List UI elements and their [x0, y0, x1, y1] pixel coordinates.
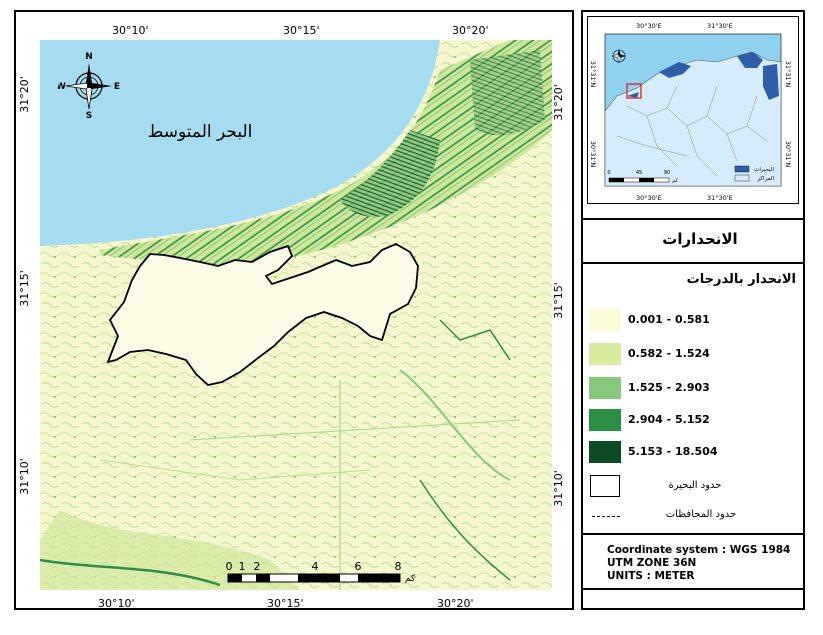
legend-label-2: 0.582 - 1.524	[628, 347, 710, 360]
inset-legend-lakes: البحيرات	[754, 167, 774, 173]
divider-4	[583, 588, 803, 590]
inset-left-coord-1: 31°31'N	[589, 60, 598, 88]
side-panel-frame	[581, 10, 805, 610]
compass-s: S	[86, 111, 92, 118]
inset-bottom-coord-2: 31°30'E	[707, 194, 733, 202]
inset-scale-90: 90	[664, 170, 670, 176]
dense-ridges	[340, 130, 440, 217]
legend-swatch-3	[589, 377, 621, 399]
main-map-frame	[14, 10, 574, 610]
inset-right-coord-2: 30°31'N	[784, 140, 793, 168]
right-coord-2: 31°15'	[551, 282, 565, 319]
top-coord-3: 30°20'	[452, 24, 489, 37]
inset-scale-0: 0	[607, 170, 610, 176]
right-coord-1: 31°20'	[551, 84, 565, 121]
divider-3	[583, 533, 803, 535]
compass-rose-icon: N S W E	[58, 52, 120, 118]
scale-tick-8: 8	[395, 560, 402, 573]
left-coord-3: 31°10'	[17, 458, 31, 495]
info-utm-zone: UTM ZONE 36N	[607, 557, 697, 569]
inset-bottom-coord-1: 30°30'E	[636, 194, 662, 202]
inset-legend-centers: المراكز	[756, 175, 774, 182]
coastal-dunes	[100, 40, 552, 265]
compass-w: W	[58, 82, 66, 92]
legend-lake-boundary-swatch	[590, 475, 620, 497]
legend-label-5: 5.153 - 18.504	[628, 445, 718, 458]
top-coord-2: 30°15'	[283, 24, 320, 37]
inset-right-coord-1: 31°31'N	[784, 60, 793, 88]
right-coord-3: 31°10'	[551, 470, 565, 507]
inset-left-coord-2: 30°31'N	[589, 140, 598, 168]
divider-2	[583, 262, 803, 264]
inset-scale-45: 45	[636, 170, 642, 176]
left-coord-2: 31°15'	[17, 270, 31, 307]
legend-swatch-4	[589, 409, 621, 431]
compass-n: N	[85, 52, 93, 62]
inset-scale-unit: كم	[672, 178, 678, 184]
inset-top-coord-2: 31°30'E	[707, 22, 733, 30]
bottom-coord-3: 30°20'	[437, 597, 474, 610]
inset-top-coord-1: 30°30'E	[636, 22, 662, 30]
bottom-coord-1: 30°10'	[98, 597, 135, 610]
sea-label: البحر المتوسط	[148, 122, 253, 142]
legend-label-4: 2.904 - 5.152	[628, 413, 710, 426]
legend-governorate-boundary: حدود المحافظات	[665, 509, 737, 520]
legend-heading: الانحدار بالدرجات	[686, 272, 796, 287]
bottom-coord-2: 30°15'	[267, 597, 304, 610]
map-title: الانحدارات	[662, 230, 738, 248]
legend-label-3: 1.525 - 2.903	[628, 381, 710, 394]
legend-label-1: 0.001 - 0.581	[628, 313, 710, 326]
slope-map: البحر المتوسط 0 1 2 4 6 8 كم	[40, 40, 552, 590]
top-coord-1: 30°10'	[112, 24, 149, 37]
legend-swatch-2	[589, 343, 621, 365]
dense-ridges-east	[470, 50, 545, 136]
left-coord-1: 31°20'	[17, 76, 31, 113]
scale-tick-4: 4	[312, 560, 319, 573]
lake-boundary	[106, 242, 419, 386]
scale-tick-2: 2	[254, 560, 261, 573]
info-units: UNITS : METER	[607, 570, 695, 582]
legend-swatch-1	[589, 309, 621, 331]
info-coordinate-system: Coordinate system : WGS 1984	[607, 544, 791, 556]
scale-tick-0: 0	[226, 560, 233, 573]
legend-governorate-line	[592, 516, 620, 517]
scale-tick-6: 6	[355, 560, 362, 573]
mediterranean-sea	[40, 40, 440, 246]
scale-unit: كم	[405, 574, 416, 584]
legend-lake-boundary: حدود البحيرة	[668, 480, 722, 491]
inset-map: 0 45 90 كم البحيرات المراكز	[587, 16, 799, 204]
scale-tick-1: 1	[239, 560, 246, 573]
divider-1	[583, 218, 803, 220]
compass-e: E	[114, 82, 120, 92]
legend-swatch-5	[589, 441, 621, 463]
scale-bar: 0 1 2 4 6 8 كم	[226, 560, 416, 584]
